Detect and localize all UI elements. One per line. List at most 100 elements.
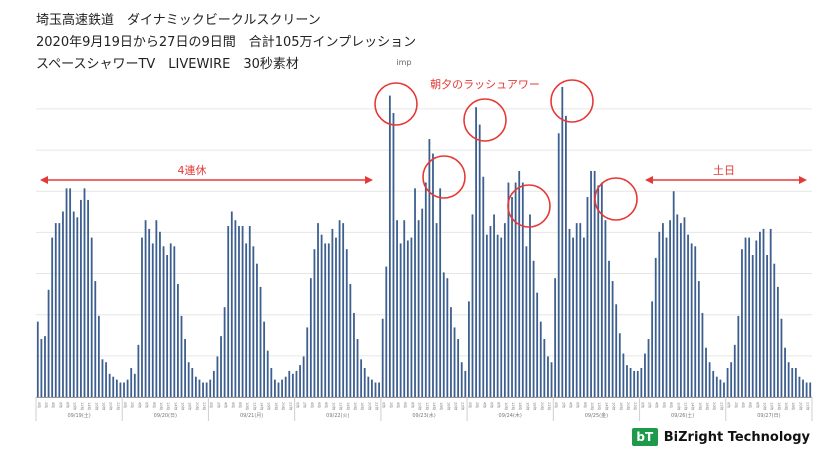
bar-09/27(日)-11時 xyxy=(766,254,768,397)
hour-tick-label: 8時 xyxy=(66,402,71,408)
bar-09/22(火)-13時 xyxy=(342,223,345,397)
rush-hour-label: 朝夕のラッシュアワー xyxy=(430,78,540,91)
bar-09/21(月)-0時 xyxy=(209,379,212,397)
bar-09/26(土)-6時 xyxy=(662,223,664,397)
hour-tick-label: 6時 xyxy=(58,402,63,408)
bar-09/23(水)-13時 xyxy=(428,139,431,397)
bar-09/23(水)-9時 xyxy=(414,188,416,397)
bar-09/19(土)-21時 xyxy=(112,376,115,397)
bar-09/19(土)-23時 xyxy=(119,382,122,397)
bar-09/27(日)-9時 xyxy=(759,231,761,397)
title-block: 埼玉高速鉄道 ダイナミックビークルスクリーン 2020年9月19日から27日の9… xyxy=(36,10,416,76)
bar-09/23(水)-17時 xyxy=(442,272,445,397)
bar-09/27(日)-12時 xyxy=(769,228,772,397)
hour-tick-label: 14時 xyxy=(260,402,265,411)
hour-tick-label: 20時 xyxy=(798,402,803,411)
bar-09/25(金)-5時 xyxy=(572,237,574,397)
bar-09/22(火)-14時 xyxy=(345,249,348,397)
hour-tick-label: 8時 xyxy=(152,402,157,408)
four-day-holiday-arrow xyxy=(40,176,373,184)
bar-09/19(土)-19時 xyxy=(105,362,107,397)
bar-09/19(土)-14時 xyxy=(87,199,89,397)
bar-09/20(日)-23時 xyxy=(205,382,208,397)
hour-tick-label: 8時 xyxy=(755,402,760,408)
bar-09/25(金)-2時 xyxy=(561,86,564,398)
bar-09/26(土)-14時 xyxy=(690,243,693,397)
bar-09/23(水)-12時 xyxy=(424,182,427,397)
hour-tick-label: 10時 xyxy=(73,402,78,411)
day-label: 09/23(水) xyxy=(412,412,435,419)
bar-09/27(日)-21時 xyxy=(802,379,804,397)
bar-09/22(火)-5時 xyxy=(313,249,316,397)
hour-tick-label: 16時 xyxy=(181,402,186,411)
bar-09/19(土)-18時 xyxy=(101,359,104,397)
rush-peak-circle xyxy=(422,155,466,199)
bar-09/19(土)-7時 xyxy=(62,211,64,397)
bar-09/21(月)-11時 xyxy=(248,226,251,397)
bar-09/21(月)-19時 xyxy=(277,382,280,397)
bizright-logo-icon: bT xyxy=(631,428,658,446)
bar-09/27(日)-7時 xyxy=(751,254,754,397)
bar-09/25(金)-11時 xyxy=(593,170,596,397)
bar-09/20(日)-18時 xyxy=(187,362,190,397)
hour-tick-label: 4時 xyxy=(482,402,487,408)
bar-09/25(金)-7時 xyxy=(579,223,582,397)
hour-tick-label: 14時 xyxy=(691,402,696,411)
bar-09/20(日)-0時 xyxy=(123,382,125,397)
x-axis: 0時 2時 4時 6時 8時 10時 12時 14時 16時 18時 20時 22時09/19(土)0… xyxy=(35,397,813,421)
hour-tick-label: 18時 xyxy=(102,402,107,411)
bar-09/19(土)-20時 xyxy=(108,373,111,397)
bar-09/27(日)-13時 xyxy=(773,263,776,397)
hour-tick-label: 6時 xyxy=(748,402,753,408)
bar-09/26(土)-4時 xyxy=(654,257,657,397)
hour-tick-label: 16時 xyxy=(353,402,358,411)
hour-tick-label: 12時 xyxy=(511,402,516,411)
hour-tick-label: 14時 xyxy=(346,402,351,411)
four-day-holiday-label: 4連休 xyxy=(178,163,207,177)
hour-tick-label: 16時 xyxy=(94,402,99,411)
hour-tick-label: 22時 xyxy=(288,402,293,411)
hour-tick-label: 22時 xyxy=(633,402,638,411)
bar-09/26(土)-10時 xyxy=(676,214,679,397)
bar-09/23(水)-22時 xyxy=(460,362,463,397)
day-label: 09/25(金) xyxy=(585,412,608,419)
hour-tick-label: 18時 xyxy=(705,402,710,411)
bar-09/22(火)-2時 xyxy=(302,356,305,397)
hour-tick-label: 4時 xyxy=(51,402,56,408)
hour-tick-label: 2時 xyxy=(303,402,308,408)
brand: bT BiZright Technology xyxy=(631,428,810,446)
bar-09/27(日)-19時 xyxy=(794,368,797,397)
day-label: 09/24(木) xyxy=(499,412,522,419)
bar-09/22(火)-9時 xyxy=(327,243,330,397)
hour-tick-label: 2時 xyxy=(475,402,480,408)
y-axis-unit-label: imp xyxy=(396,58,411,67)
bar-09/26(土)-2時 xyxy=(647,339,650,397)
hour-tick-label: 0時 xyxy=(37,402,42,408)
bar-09/25(金)-13時 xyxy=(600,182,603,397)
hour-tick-label: 0時 xyxy=(296,402,301,408)
bar-09/20(日)-3時 xyxy=(133,373,136,397)
hour-tick-label: 2時 xyxy=(648,402,653,408)
bar-09/25(金)-12時 xyxy=(597,185,600,397)
bar-09/26(土)-12時 xyxy=(683,217,686,397)
hour-tick-label: 10時 xyxy=(590,402,595,411)
rush-peak-circle xyxy=(550,79,594,123)
bar-09/23(水)-21時 xyxy=(457,339,460,397)
bar-09/25(金)-1時 xyxy=(557,133,560,397)
hour-tick-label: 14時 xyxy=(777,402,782,411)
bar-09/26(土)-20時 xyxy=(712,370,715,397)
hour-tick-label: 16時 xyxy=(698,402,703,411)
bar-09/23(水)-4時 xyxy=(396,220,398,397)
hour-tick-label: 10時 xyxy=(763,402,768,411)
bar-09/25(金)-18時 xyxy=(618,333,621,397)
bar-09/22(火)-7時 xyxy=(320,234,323,397)
bar-09/24(木)-15時 xyxy=(521,182,524,397)
bar-09/21(月)-5時 xyxy=(227,226,230,397)
bar-09/23(水)-15時 xyxy=(435,223,438,397)
bar-09/22(火)-19時 xyxy=(363,368,366,397)
bar-09/27(日)-22時 xyxy=(805,382,808,397)
hour-tick-label: 20時 xyxy=(454,402,459,411)
bar-09/21(月)-10時 xyxy=(245,243,248,397)
bar-09/27(日)-1時 xyxy=(730,362,733,397)
